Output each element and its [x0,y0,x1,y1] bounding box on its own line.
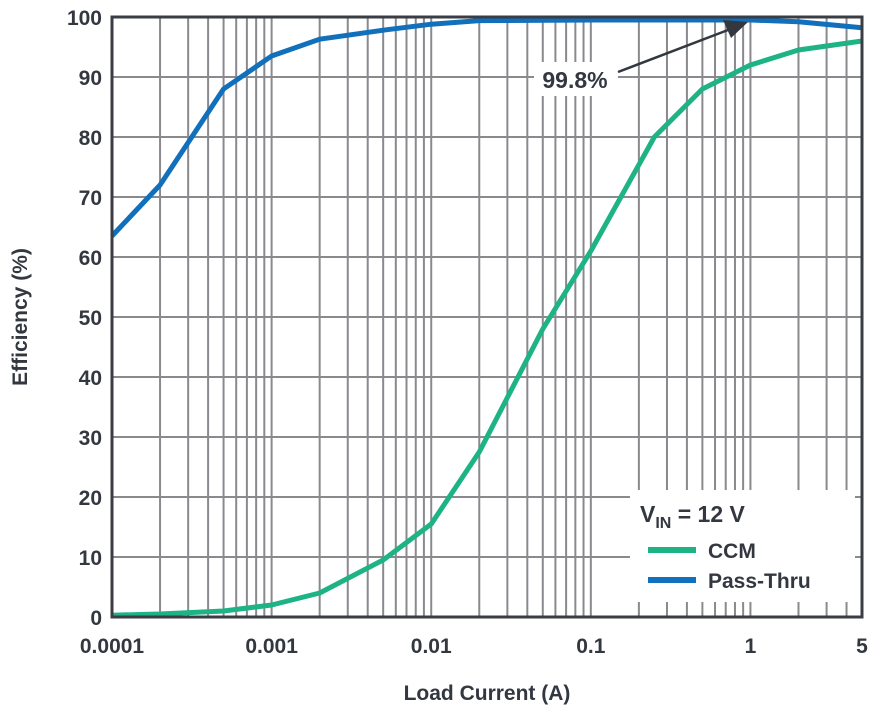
series-line-ccm [111,38,863,618]
series-line-pass-thru [110,17,863,238]
annotation-arrow-line [617,28,729,74]
x-tick-label: 1 [745,635,757,658]
y-tick-label: 10 [79,547,102,570]
y-tick-label: 30 [79,427,102,450]
x-tick-labels: 0.0001 0.001 0.01 0.1 1 5 [80,635,868,658]
y-tick-label: 50 [79,307,102,330]
y-tick-label: 20 [79,487,102,510]
annotation: 99.8% [534,20,748,96]
x-axis-label: Load Current (A) [404,682,571,705]
y-tick-label: 100 [67,7,102,30]
y-tick-label: 90 [79,67,102,90]
x-tick-label: 0.01 [411,635,452,658]
annotation-text: 99.8% [542,67,607,93]
x-tick-label: 5 [856,635,868,658]
y-tick-labels: 0 10 20 30 40 50 60 70 80 90 100 [67,7,102,630]
x-tick-label: 0.0001 [80,635,145,658]
annotation-arrow-head [723,20,748,38]
y-tick-label: 0 [90,607,102,630]
legend-label-ccm: CCM [708,540,756,563]
legend: VIN = 12 V CCM Pass-Thru [630,490,855,602]
legend-background [630,490,855,602]
y-tick-label: 70 [79,187,102,210]
legend-title: VIN = 12 V [640,501,746,532]
plot-frame [110,15,864,619]
y-tick-label: 40 [79,367,102,390]
x-tick-label: 0.1 [576,635,606,658]
y-tick-label: 80 [79,127,102,150]
legend-label-pass-thru: Pass-Thru [708,570,811,593]
y-tick-label: 60 [79,247,102,270]
annotation-background [534,62,618,96]
series-lines [110,17,863,618]
x-tick-label: 0.001 [245,635,298,658]
y-axis-label: Efficiency (%) [9,248,32,386]
